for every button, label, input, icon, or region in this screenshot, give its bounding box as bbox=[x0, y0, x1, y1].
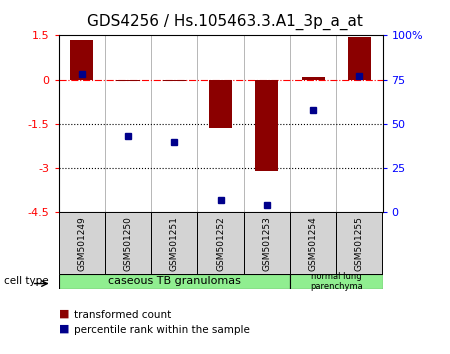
Text: GSM501250: GSM501250 bbox=[123, 216, 132, 271]
Text: GDS4256 / Hs.105463.3.A1_3p_a_at: GDS4256 / Hs.105463.3.A1_3p_a_at bbox=[87, 14, 363, 30]
Bar bbox=[58, 274, 290, 289]
Bar bbox=[348, 37, 371, 80]
Text: GSM501251: GSM501251 bbox=[170, 216, 179, 271]
Bar bbox=[105, 212, 151, 274]
Text: GSM501255: GSM501255 bbox=[355, 216, 364, 271]
Text: GSM501253: GSM501253 bbox=[262, 216, 271, 271]
Text: ■: ■ bbox=[58, 308, 69, 318]
Bar bbox=[290, 274, 382, 289]
Bar bbox=[70, 40, 93, 80]
Text: percentile rank within the sample: percentile rank within the sample bbox=[74, 325, 250, 335]
Text: transformed count: transformed count bbox=[74, 310, 171, 320]
Text: cell type: cell type bbox=[4, 276, 49, 286]
Text: normal lung
parenchyma: normal lung parenchyma bbox=[310, 272, 363, 291]
Bar bbox=[151, 212, 198, 274]
Bar bbox=[58, 212, 105, 274]
Text: caseous TB granulomas: caseous TB granulomas bbox=[108, 276, 241, 286]
Bar bbox=[209, 80, 232, 128]
Bar bbox=[290, 212, 336, 274]
Text: GSM501252: GSM501252 bbox=[216, 216, 225, 271]
Bar bbox=[117, 80, 140, 81]
Text: ■: ■ bbox=[58, 324, 69, 333]
Text: GSM501254: GSM501254 bbox=[309, 216, 318, 271]
Bar bbox=[243, 212, 290, 274]
Bar bbox=[336, 212, 382, 274]
Bar bbox=[198, 212, 243, 274]
Text: GSM501249: GSM501249 bbox=[77, 216, 86, 271]
Bar bbox=[255, 80, 279, 171]
Bar bbox=[302, 77, 324, 80]
Bar bbox=[162, 80, 186, 81]
